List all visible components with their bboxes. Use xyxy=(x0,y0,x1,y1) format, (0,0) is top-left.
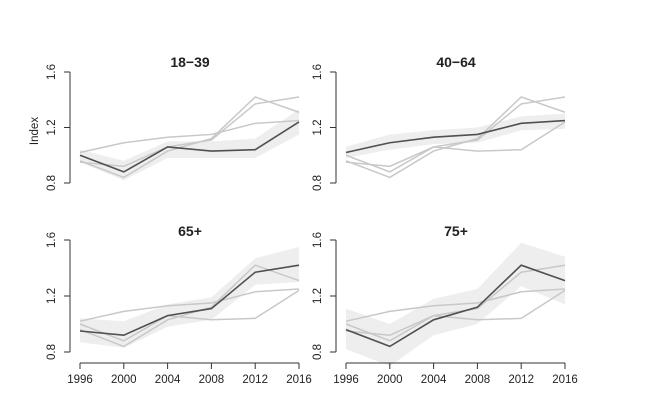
x-tick-label: 2008 xyxy=(465,374,491,386)
series-line-other xyxy=(79,96,300,168)
panel-65-plus: 65+ 0.8 1.2 1.6 1996 2000 2004 2008 2012 2016 xyxy=(46,223,312,386)
series-line-other xyxy=(345,96,566,179)
series-line-highlight xyxy=(345,264,566,348)
y-tick-label: 0.8 xyxy=(46,175,58,191)
x-tick-label: 1996 xyxy=(333,374,359,386)
panel-75-plus: 75+ 0.8 1.2 1.6 1996 2000 2004 2008 2012 2016 xyxy=(312,223,578,386)
x-tick-label: 2012 xyxy=(508,374,534,386)
y-tick-label: 1.6 xyxy=(312,232,324,248)
series-line-highlight xyxy=(79,121,300,173)
y-tick-label: 1.6 xyxy=(46,64,58,80)
panel-40-64: 40−64 0.8 1.2 1.6 xyxy=(312,54,566,191)
series-line-other xyxy=(345,264,566,336)
series-line-other xyxy=(79,96,300,179)
series-line-other xyxy=(345,121,566,173)
series-line-other xyxy=(345,96,566,168)
x-tick-label: 2016 xyxy=(286,374,312,386)
series-line-other xyxy=(79,288,300,322)
y-tick-label: 1.6 xyxy=(46,232,58,248)
confidence-band xyxy=(80,247,299,348)
x-tick-label: 2004 xyxy=(155,374,181,386)
y-tick-label: 1.2 xyxy=(312,288,324,304)
y-tick-label: 1.2 xyxy=(46,120,58,136)
series-line-highlight xyxy=(79,264,300,337)
series-line-other xyxy=(79,264,300,348)
y-tick-label: 0.8 xyxy=(312,175,324,191)
panel-18-39: 18−39 0.8 1.2 1.6 xyxy=(46,54,300,191)
panel-title: 18−39 xyxy=(170,54,210,70)
x-tick-label: 2016 xyxy=(552,374,578,386)
y-axis-label: Index xyxy=(29,117,41,145)
x-tick-label: 2012 xyxy=(242,374,268,386)
panel-title: 65+ xyxy=(178,223,202,239)
x-tick-label: 2008 xyxy=(199,374,225,386)
series-line-other xyxy=(79,119,300,154)
y-tick-label: 1.6 xyxy=(312,64,324,80)
x-tick-label: 2000 xyxy=(111,374,137,386)
series-line-highlight xyxy=(345,119,566,154)
x-tick-label: 1996 xyxy=(67,374,93,386)
series-line-other xyxy=(345,289,566,342)
x-tick-label: 2000 xyxy=(377,374,403,386)
panel-title: 75+ xyxy=(444,223,468,239)
y-tick-label: 0.8 xyxy=(312,344,324,360)
series-line-other xyxy=(79,289,300,342)
x-tick-label: 2004 xyxy=(421,374,447,386)
y-tick-label: 1.2 xyxy=(312,120,324,136)
y-tick-label: 1.2 xyxy=(46,288,58,304)
panel-title: 40−64 xyxy=(436,54,476,70)
y-tick-label: 0.8 xyxy=(46,344,58,360)
series-line-other xyxy=(345,288,566,322)
